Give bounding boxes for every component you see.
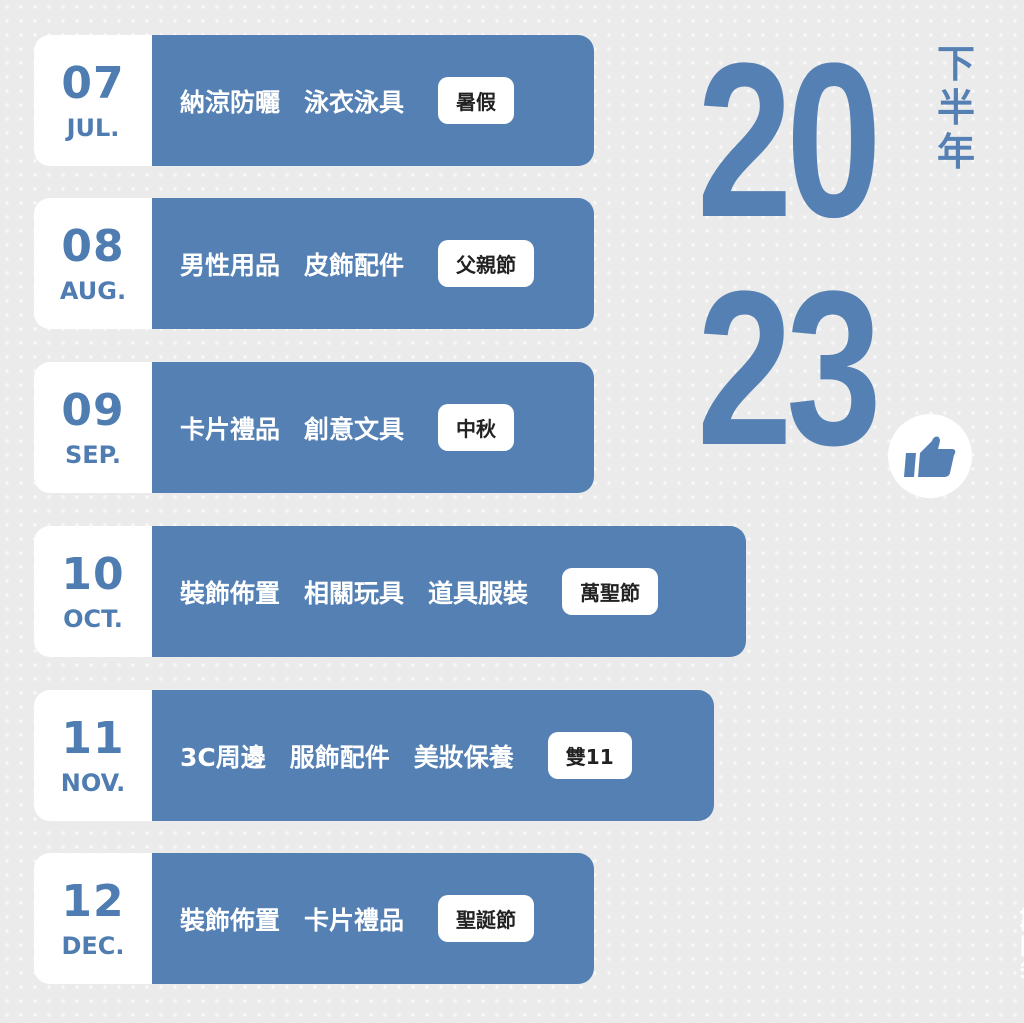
month-content: 3C周邊 服飾配件 美妝保養 雙11	[152, 690, 714, 821]
month-abbr: OCT.	[63, 604, 123, 633]
date-box: 07 JUL.	[34, 35, 152, 166]
month-content: 裝飾佈置 卡片禮品 聖誕節	[152, 853, 594, 984]
month-number: 10	[61, 548, 125, 600]
product-item: 納涼防曬	[180, 87, 281, 117]
product-item: 相關玩具	[304, 578, 405, 608]
holiday-tag: 萬聖節	[562, 568, 659, 615]
product-item: 皮飾配件	[304, 250, 405, 280]
year-top-digits: 20	[697, 17, 882, 263]
month-row-oct: 10 OCT. 裝飾佈置 相關玩具 道具服裝 萬聖節	[34, 526, 746, 657]
month-number: 09	[61, 384, 125, 436]
brand-cn: 代買幫	[1019, 906, 1024, 985]
holiday-tag: 中秋	[438, 404, 515, 451]
half-year-label: 下半年	[936, 42, 975, 175]
product-item: 美妝保養	[413, 742, 514, 772]
thumbs-up-badge	[888, 414, 972, 498]
holiday-tag: 暑假	[438, 77, 515, 124]
month-abbr: DEC.	[61, 931, 125, 960]
holiday-tag: 聖誕節	[438, 895, 535, 942]
month-number: 11	[61, 712, 125, 764]
thumbs-up-icon	[904, 436, 956, 477]
month-row-aug: 08 AUG. 男性用品 皮飾配件 父親節	[34, 198, 594, 329]
month-abbr: AUG.	[59, 276, 127, 305]
product-item: 服飾配件	[289, 742, 390, 772]
month-number: 08	[61, 220, 125, 272]
product-item: 道具服裝	[428, 578, 529, 608]
date-box: 09 SEP.	[34, 362, 152, 493]
month-abbr: JUL.	[66, 113, 120, 142]
product-item: 泳衣泳具	[304, 87, 405, 117]
date-box: 12 DEC.	[34, 853, 152, 984]
year-bottom-digits: 23	[697, 245, 882, 491]
month-abbr: SEP.	[65, 440, 121, 469]
product-item: 裝飾佈置	[180, 578, 281, 608]
date-box: 08 AUG.	[34, 198, 152, 329]
product-item: 男性用品	[180, 250, 281, 280]
product-item: 卡片禮品	[180, 414, 281, 444]
month-row-jul: 07 JUL. 納涼防曬 泳衣泳具 暑假	[34, 35, 594, 166]
month-number: 12	[61, 875, 125, 927]
brand-watermark: 代買幫 chatXbuy	[1014, 766, 1024, 985]
product-item: 創意文具	[304, 414, 405, 444]
brand-en: chatXbuy	[1019, 765, 1024, 883]
holiday-tag: 雙11	[547, 732, 632, 779]
product-item: 裝飾佈置	[180, 905, 281, 935]
month-row-sep: 09 SEP. 卡片禮品 創意文具 中秋	[34, 362, 594, 493]
month-content: 男性用品 皮飾配件 父親節	[152, 198, 594, 329]
holiday-tag: 父親節	[438, 240, 535, 287]
product-item: 3C周邊	[180, 742, 266, 772]
month-row-nov: 11 NOV. 3C周邊 服飾配件 美妝保養 雙11	[34, 690, 714, 821]
date-box: 11 NOV.	[34, 690, 152, 821]
month-number: 07	[61, 57, 125, 109]
month-abbr: NOV.	[60, 768, 126, 797]
month-content: 納涼防曬 泳衣泳具 暑假	[152, 35, 594, 166]
month-content: 裝飾佈置 相關玩具 道具服裝 萬聖節	[152, 526, 746, 657]
date-box: 10 OCT.	[34, 526, 152, 657]
product-item: 卡片禮品	[304, 905, 405, 935]
month-content: 卡片禮品 創意文具 中秋	[152, 362, 594, 493]
month-row-dec: 12 DEC. 裝飾佈置 卡片禮品 聖誕節	[34, 853, 594, 984]
